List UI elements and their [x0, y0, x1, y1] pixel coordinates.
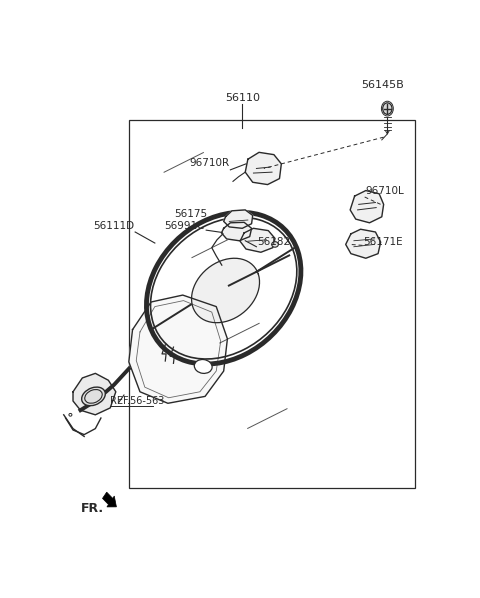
- Ellipse shape: [272, 242, 278, 247]
- Ellipse shape: [82, 387, 105, 405]
- Polygon shape: [221, 222, 252, 241]
- Text: 56991C: 56991C: [165, 221, 205, 231]
- Bar: [129, 120, 415, 489]
- Text: 56175: 56175: [174, 209, 207, 219]
- Polygon shape: [350, 191, 384, 223]
- Polygon shape: [73, 373, 116, 415]
- Polygon shape: [245, 152, 281, 185]
- Polygon shape: [346, 229, 381, 258]
- Polygon shape: [103, 492, 117, 507]
- Text: FR.: FR.: [81, 502, 104, 515]
- Ellipse shape: [194, 359, 212, 373]
- Polygon shape: [192, 258, 260, 323]
- Text: 56171E: 56171E: [363, 237, 403, 247]
- Text: 96710L: 96710L: [365, 186, 404, 196]
- Polygon shape: [129, 295, 228, 403]
- Polygon shape: [240, 228, 275, 252]
- Text: 96710R: 96710R: [189, 158, 229, 169]
- Text: 56111D: 56111D: [93, 221, 134, 231]
- Text: 56182: 56182: [257, 237, 290, 247]
- Text: 56110: 56110: [225, 93, 260, 103]
- Text: 56145B: 56145B: [361, 80, 404, 90]
- Ellipse shape: [383, 103, 392, 114]
- Text: REF.56-563: REF.56-563: [110, 396, 165, 406]
- Polygon shape: [224, 210, 252, 228]
